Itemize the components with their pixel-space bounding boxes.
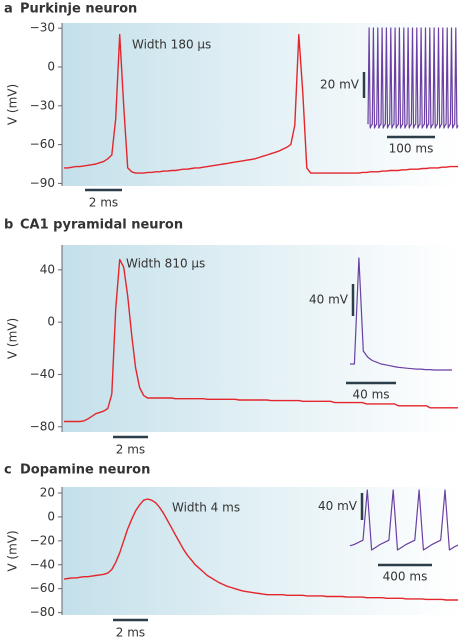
inset-trace: [349, 489, 459, 551]
inset-scale-label: 40 ms: [352, 388, 389, 402]
trace: [64, 33, 458, 174]
y-tick-label: −40: [30, 557, 55, 571]
scale-bar-label: 2 ms: [116, 626, 145, 637]
y-tick-label: −30: [30, 21, 55, 35]
trace: [64, 258, 458, 423]
panel-title: Purkinje neuron: [20, 2, 137, 17]
panel-letter: b: [4, 218, 13, 233]
inset-scale-label: 40 mV: [309, 293, 349, 307]
y-tick-label: −30: [30, 98, 55, 112]
annotation: Width 810 µs: [126, 257, 205, 271]
inset-scale-label: 400 ms: [383, 570, 428, 584]
panel-title: Dopamine neuron: [20, 463, 150, 478]
y-tick-label: −90: [30, 176, 55, 190]
scale-bar-label: 2 ms: [116, 443, 145, 457]
y-tick-label: −60: [30, 137, 55, 151]
plot-background: [62, 487, 460, 615]
inset-scale-label: 100 ms: [389, 142, 434, 156]
panel-title: CA1 pyramidal neuron: [20, 218, 183, 233]
y-tick-label: −80: [30, 605, 55, 619]
panel-letter: c: [4, 463, 12, 478]
y-tick-label: −80: [30, 419, 55, 433]
trace: [63, 498, 458, 601]
y-tick-label: −60: [30, 581, 55, 595]
y-tick-label: 20: [40, 485, 55, 499]
y-tick-label: 0: [47, 509, 55, 523]
y-tick-label: −40: [30, 367, 55, 381]
scale-bar-label: 2 ms: [89, 196, 118, 210]
annotation: Width 180 µs: [132, 38, 211, 52]
y-tick-label: 0: [47, 315, 55, 329]
inset-trace: [350, 257, 452, 371]
panel-letter: a: [4, 2, 13, 17]
annotation: Width 4 ms: [172, 501, 240, 515]
plot-background: [62, 245, 460, 432]
inset-scale-label: 20 mV: [320, 78, 360, 92]
y-tick-label: 40: [40, 262, 55, 276]
y-tick-label: 0: [47, 59, 55, 73]
y-axis-label: V (mV): [6, 84, 20, 125]
inset-trace: [367, 27, 459, 129]
y-axis-label: V (mV): [6, 318, 20, 359]
y-tick-label: −20: [30, 533, 55, 547]
inset-scale-label: 40 mV: [318, 499, 358, 513]
y-axis-label: V (mV): [6, 530, 20, 571]
